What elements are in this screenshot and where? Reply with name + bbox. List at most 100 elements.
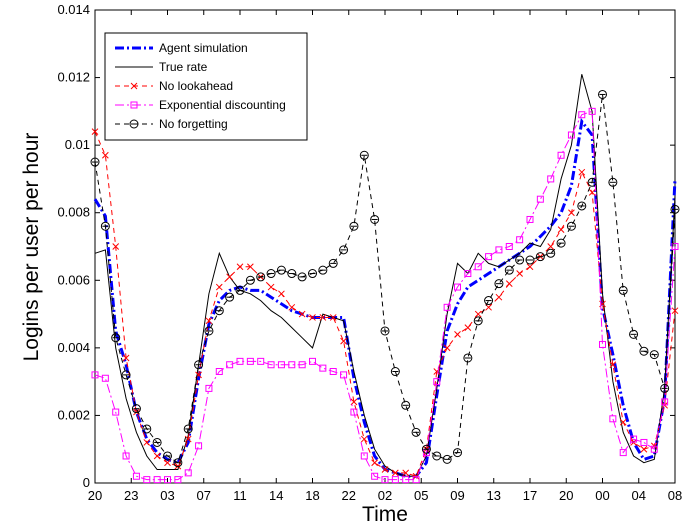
data-point-no-forgetting — [535, 252, 545, 262]
data-point-exponential-discounting — [557, 151, 565, 159]
data-point-no-lookahead — [402, 469, 410, 477]
data-point-no-lookahead — [495, 293, 503, 301]
data-point-exponential-discounting — [505, 243, 513, 250]
data-point-no-forgetting — [463, 353, 473, 363]
data-point-no-forgetting — [587, 177, 597, 187]
data-point-exponential-discounting — [319, 364, 327, 372]
data-point-no-forgetting — [608, 177, 618, 187]
data-point-no-lookahead — [278, 290, 285, 298]
data-point-no-lookahead — [309, 314, 316, 321]
data-point-no-lookahead — [133, 408, 140, 416]
data-point-exponential-discounting — [536, 195, 544, 203]
data-point-no-forgetting — [131, 404, 141, 414]
data-point-no-lookahead — [516, 270, 523, 277]
data-point-no-lookahead — [350, 398, 358, 406]
x-tick-label: 05 — [414, 488, 428, 503]
data-point-exponential-discounting — [671, 243, 679, 250]
series-line-exponential-discounting — [94, 110, 676, 481]
data-point-no-lookahead — [557, 226, 565, 233]
data-point-no-lookahead — [454, 330, 461, 338]
data-point-exponential-discounting — [236, 357, 244, 365]
data-point-no-lookahead — [184, 435, 192, 443]
legend-label-no-forgetting: No forgetting — [159, 117, 228, 131]
legend-marker-no-lookahead — [130, 82, 138, 90]
data-point-no-forgetting — [204, 326, 214, 336]
data-point-no-forgetting — [100, 221, 110, 231]
data-point-no-forgetting — [670, 204, 680, 214]
x-tick-label: 04 — [632, 488, 646, 503]
data-point-no-forgetting — [287, 269, 297, 279]
x-tick-label: 07 — [197, 488, 211, 503]
data-point-exponential-discounting — [391, 476, 399, 484]
y-tick-label: 0.006 — [57, 272, 90, 287]
data-point-exponential-discounting — [360, 452, 368, 460]
data-point-no-lookahead — [226, 273, 233, 281]
data-point-exponential-discounting — [474, 263, 482, 271]
data-point-no-forgetting — [111, 333, 121, 343]
data-point-no-forgetting — [432, 451, 442, 461]
data-point-exponential-discounting — [267, 361, 275, 369]
data-point-no-lookahead — [288, 303, 296, 311]
data-point-exponential-discounting — [340, 371, 348, 379]
x-tick-label: 13 — [487, 488, 501, 503]
legend-label-no-lookahead: No lookahead — [159, 79, 233, 93]
x-tick-label: 23 — [124, 488, 138, 503]
data-point-no-forgetting — [577, 201, 587, 211]
data-point-no-forgetting — [639, 346, 649, 356]
data-point-no-forgetting — [183, 424, 193, 434]
data-point-exponential-discounting — [661, 398, 669, 406]
x-tick-label: 08 — [668, 488, 682, 503]
x-tick-label: 20 — [88, 488, 102, 503]
x-tick-label: 22 — [342, 488, 356, 503]
data-point-exponential-discounting — [164, 476, 171, 484]
data-point-no-forgetting — [194, 360, 204, 370]
data-point-exponential-discounting — [226, 361, 234, 369]
data-point-no-forgetting — [515, 255, 525, 265]
data-point-no-forgetting — [339, 245, 349, 255]
data-point-exponential-discounting — [630, 435, 638, 443]
x-axis-label: Time — [362, 503, 408, 525]
data-point-no-forgetting — [401, 400, 411, 410]
legend-box — [104, 32, 308, 141]
data-point-exponential-discounting — [547, 175, 555, 183]
data-point-no-forgetting — [504, 265, 514, 275]
data-point-exponential-discounting — [371, 472, 379, 480]
data-point-exponential-discounting — [516, 236, 524, 244]
data-point-exponential-discounting — [257, 357, 265, 365]
data-point-exponential-discounting — [309, 357, 316, 365]
data-point-no-lookahead — [329, 314, 337, 321]
data-point-no-forgetting — [308, 269, 317, 279]
data-point-no-forgetting — [629, 329, 639, 339]
y-axis-label: Logins per user per hour — [20, 133, 43, 362]
data-point-no-forgetting — [649, 350, 659, 360]
data-point-exponential-discounting — [412, 476, 420, 484]
data-point-no-lookahead — [578, 168, 586, 176]
data-point-exponential-discounting — [112, 408, 120, 416]
plot-area: 0 0.002 0.004 0.006 0.008 0.01 0.012 0.014 20 23 0… — [57, 2, 682, 503]
data-point-exponential-discounting — [454, 283, 461, 291]
data-point-exponential-discounting — [350, 408, 358, 416]
data-point-no-lookahead — [588, 189, 596, 196]
data-point-exponential-discounting — [433, 378, 441, 386]
data-point-exponential-discounting — [402, 476, 410, 484]
y-tick-label: 0.01 — [65, 137, 90, 152]
data-point-exponential-discounting — [640, 438, 648, 446]
data-point-exponential-discounting — [101, 374, 109, 382]
data-point-no-forgetting — [225, 292, 235, 302]
x-tick-label: 00 — [595, 488, 609, 503]
y-tick-label: 0.008 — [57, 205, 90, 220]
data-point-no-forgetting — [266, 269, 276, 279]
legend-marker-no-forgetting — [129, 119, 139, 129]
data-point-no-lookahead — [371, 459, 378, 467]
data-point-exponential-discounting — [91, 371, 99, 379]
data-point-no-forgetting — [380, 326, 390, 336]
data-point-exponential-discounting — [246, 357, 254, 365]
data-point-exponential-discounting — [588, 107, 596, 115]
data-point-no-forgetting — [276, 265, 286, 275]
data-point-no-lookahead — [122, 354, 130, 362]
data-point-exponential-discounting — [174, 476, 182, 484]
data-point-no-forgetting — [359, 150, 369, 160]
legend-label-agent-simulation: Agent simulation — [159, 41, 248, 55]
data-point-no-lookahead — [143, 439, 151, 446]
data-point-no-lookahead — [112, 243, 120, 250]
